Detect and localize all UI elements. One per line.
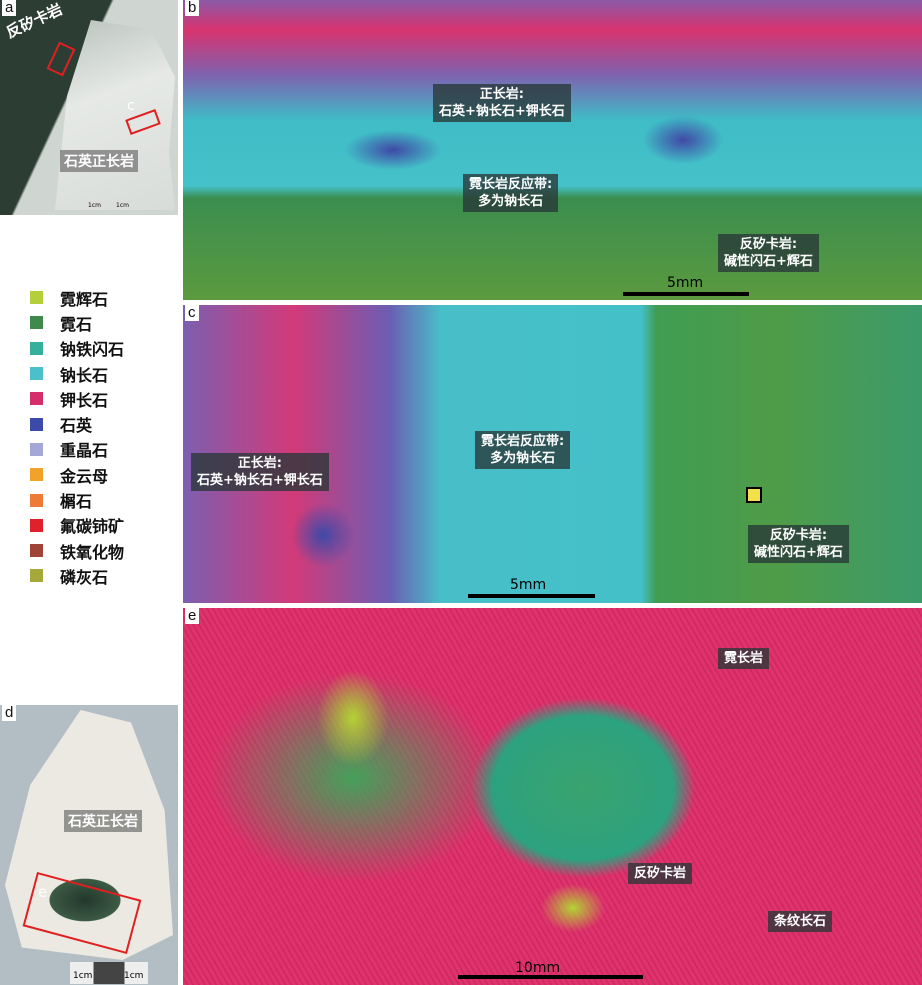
panel-d-hand-specimen: e 石英正长岩 1cm 1cm d (0, 705, 178, 985)
legend-swatch (30, 468, 43, 482)
panel-label: a (2, 0, 17, 16)
map-label: 霓长岩 (718, 648, 770, 669)
scale-bar (458, 975, 643, 979)
map-label: 霓长岩反应带: 多为钠长石 (463, 174, 559, 212)
legend-item: 铁氧化物 (30, 538, 124, 563)
map-label: 霓长岩反应带: 多为钠长石 (475, 431, 571, 469)
scale-bar (623, 292, 749, 296)
panel-b-mineral-map: 正长岩: 石英+钠长石+钾长石 霓长岩反应带: 多为钠长石 反矽卡岩: 碱性闪石… (183, 0, 922, 300)
legend-item: 榍石 (30, 487, 124, 512)
legend-item: 石英 (30, 411, 124, 436)
scale-label: 1cm (73, 971, 93, 981)
legend-item: 霓辉石 (30, 285, 124, 310)
legend-label: 氟碳铈矿 (60, 517, 125, 537)
legend-swatch (30, 493, 43, 507)
legend-item: 霓石 (30, 310, 124, 335)
scale-bar (468, 594, 595, 598)
map-label: 反矽卡岩: 碱性闪石+辉石 (718, 234, 819, 272)
legend-item: 磷灰石 (30, 563, 124, 588)
legend-swatch (30, 544, 43, 558)
legend-item: 氟碳铈矿 (30, 513, 124, 538)
box-label: c (127, 98, 135, 114)
scale-label: 1cm (116, 202, 129, 209)
scale-label: 5mm (667, 275, 704, 291)
scale-card (70, 962, 148, 984)
map-label: 反矽卡岩 (628, 863, 693, 884)
rock-label: 石英正长岩 (64, 810, 142, 832)
legend-label: 石英 (60, 416, 93, 436)
legend-swatch (30, 392, 43, 406)
legend-label: 霓辉石 (60, 289, 109, 309)
legend-swatch (30, 569, 43, 583)
legend-label: 霓石 (60, 314, 93, 334)
legend-swatch (30, 442, 43, 456)
legend-item: 钠铁闪石 (30, 336, 124, 361)
box-label: e (38, 883, 48, 901)
legend-label: 金云母 (60, 466, 109, 486)
map-label: 正长岩: 石英+钠长石+钾长石 (191, 453, 329, 491)
legend-swatch (30, 291, 43, 305)
scale-label: 1cm (88, 202, 101, 209)
legend-item: 钾长石 (30, 386, 124, 411)
panel-label: b (185, 0, 200, 16)
legend-item: 钠长石 (30, 361, 124, 386)
scale-label: 1cm (124, 971, 144, 981)
panel-label: d (2, 705, 17, 721)
legend-swatch (30, 417, 43, 431)
legend-label: 榍石 (60, 492, 93, 512)
panel-label: c (185, 305, 199, 321)
panel-c-mineral-map: 正长岩: 石英+钠长石+钾长石 霓长岩反应带: 多为钠长石 反矽卡岩: 碱性闪石… (183, 305, 922, 603)
legend-swatch (30, 518, 43, 532)
legend-swatch (30, 316, 43, 330)
inset-box (746, 487, 762, 503)
rock-label: 石英正长岩 (60, 150, 138, 172)
panel-e-mineral-map: 霓长岩 反矽卡岩 条纹长石 10mm e (183, 608, 922, 985)
map-label: 反矽卡岩: 碱性闪石+辉石 (748, 525, 849, 563)
legend-label: 重晶石 (60, 441, 109, 461)
sample-box (46, 41, 76, 77)
legend-swatch (30, 341, 43, 355)
legend-label: 磷灰石 (60, 567, 109, 587)
scale-label: 10mm (515, 960, 561, 976)
map-label: 正长岩: 石英+钠长石+钾长石 (433, 84, 571, 122)
legend-item: 金云母 (30, 462, 124, 487)
legend-label: 铁氧化物 (60, 542, 125, 562)
map-label: 条纹长石 (768, 911, 833, 932)
legend-label: 钠铁闪石 (60, 340, 125, 360)
panel-label: e (185, 608, 200, 624)
legend-label: 钠长石 (60, 365, 109, 385)
scale-label: 5mm (510, 577, 547, 593)
legend-item: 重晶石 (30, 437, 124, 462)
legend-swatch (30, 367, 43, 381)
panel-a-hand-specimen: c 反矽卡岩 石英正长岩 1cm 1cm a (0, 0, 178, 215)
mineral-legend: 霓辉石霓石钠铁闪石钠长石钾长石石英重晶石金云母榍石氟碳铈矿铁氧化物磷灰石 (30, 285, 124, 589)
legend-label: 钾长石 (60, 390, 109, 410)
